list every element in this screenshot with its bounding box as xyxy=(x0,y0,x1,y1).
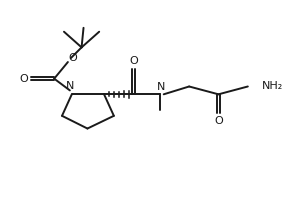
Text: O: O xyxy=(129,56,138,66)
Text: O: O xyxy=(214,116,223,126)
Text: O: O xyxy=(20,74,28,84)
Text: NH₂: NH₂ xyxy=(262,81,283,92)
Text: O: O xyxy=(68,53,77,63)
Text: N: N xyxy=(66,81,74,92)
Text: N: N xyxy=(157,83,165,92)
